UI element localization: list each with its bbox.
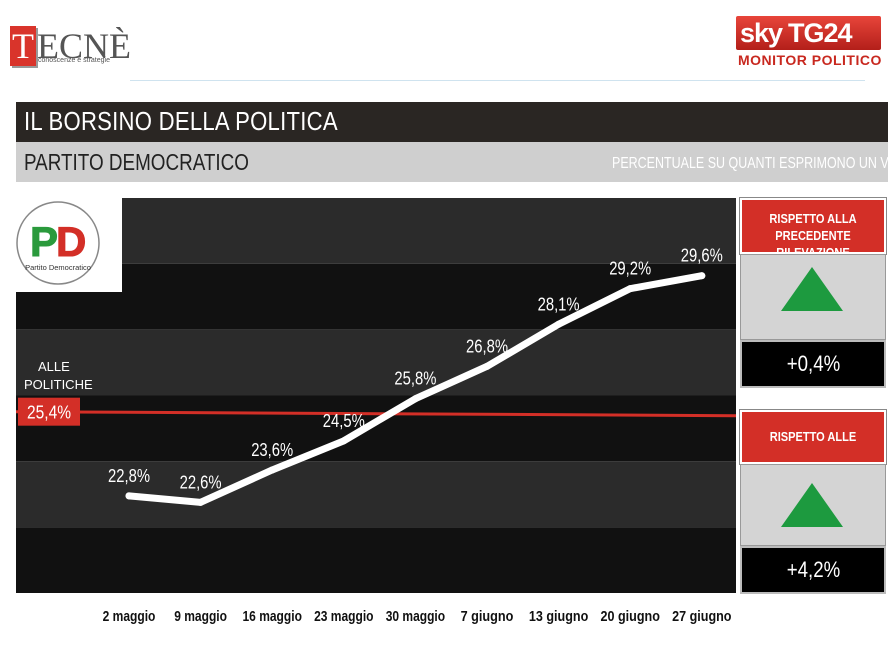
x-tick-label: 30 maggio xyxy=(386,608,445,625)
data-label: 26,8% xyxy=(466,336,508,356)
data-point xyxy=(197,498,205,506)
reference-label: POLITICHE xyxy=(24,377,93,392)
data-point xyxy=(411,395,419,403)
pd-logo-caption: Partito Democratico xyxy=(25,263,91,272)
reference-value-label: 25,4% xyxy=(27,403,71,423)
pd-logo-circle xyxy=(16,201,100,285)
party-title: PARTITO DEMOCRATICO xyxy=(24,149,249,175)
pd-party-logo: P D Partito Democratico xyxy=(16,198,122,292)
x-tick-label: 7 giugno xyxy=(461,608,514,625)
sky-logo-box xyxy=(736,16,881,50)
chart-bands xyxy=(16,198,736,593)
sky-wordmark: sky xyxy=(740,18,783,48)
x-tick-label: 13 giugno xyxy=(529,608,588,625)
x-tick-label: 23 maggio xyxy=(314,608,373,625)
header-divider xyxy=(130,80,865,81)
subtitle-bar xyxy=(16,142,888,182)
chart-band xyxy=(16,395,736,462)
pd-logo-graphic: P D Partito Democratico xyxy=(16,201,100,285)
data-label: 23,6% xyxy=(251,440,293,460)
pd-logo-letter-d: D xyxy=(56,218,86,265)
data-label: 24,5% xyxy=(323,411,365,431)
panel-elections-title: RISPETTO ALLE POLITICHE xyxy=(739,409,887,494)
reference-value-box xyxy=(18,397,80,426)
trend-up-icon xyxy=(781,267,843,311)
tecne-logo: TECNÈ conoscenze e strategie xyxy=(10,26,131,70)
chart-band xyxy=(16,329,736,396)
data-point xyxy=(340,437,348,445)
series-group: 22,8% 22,6% 23,6% 24,5% 25,8% 26,8% 28,1% 29,2%… xyxy=(108,246,723,506)
reference-label: ALLE xyxy=(38,359,70,374)
data-label: 22,6% xyxy=(180,472,222,492)
data-point xyxy=(626,285,634,293)
title-bar xyxy=(16,102,888,142)
unit-note: PERCENTUALE SU QUANTI ESPRIMONO UN VOTO xyxy=(612,155,895,172)
data-point xyxy=(555,320,563,328)
sky-tg24-logo: sky TG24 MONITOR POLITICO xyxy=(736,16,882,72)
panel-previous-title: RISPETTO ALLA PRECEDENTE RILEVAZIONE xyxy=(739,197,887,260)
data-label: 28,1% xyxy=(538,294,580,314)
data-point xyxy=(483,362,491,370)
reference-line xyxy=(16,410,736,418)
x-tick-label: 2 maggio xyxy=(103,608,156,625)
tecne-initial: T xyxy=(10,26,36,66)
data-label: 25,8% xyxy=(394,369,436,389)
x-tick-label: 20 giugno xyxy=(601,608,660,625)
chart-band xyxy=(16,527,736,593)
tecne-rest: ECNÈ xyxy=(37,26,131,66)
x-tick-label: 16 maggio xyxy=(243,608,302,625)
data-label: 22,8% xyxy=(108,466,150,486)
data-point xyxy=(268,466,276,474)
politico-label: POLITICO xyxy=(811,52,882,68)
data-label: 29,6% xyxy=(681,246,723,266)
x-tick-label: 9 maggio xyxy=(174,608,227,625)
page-title: IL BORSINO DELLA POLITICA xyxy=(24,106,338,136)
data-label: 29,2% xyxy=(609,259,651,279)
pd-logo-letter-p: P xyxy=(30,218,58,265)
panel-previous-value: +0,4% xyxy=(740,340,886,388)
reference-line-group: 25,4% ALLE POLITICHE xyxy=(16,359,736,426)
monitor-politico-label: MONITOR POLITICO xyxy=(738,52,882,68)
data-point xyxy=(125,492,133,500)
panel-elections-value: +4,2% xyxy=(740,546,886,594)
x-tick-label: 27 giugno xyxy=(672,608,731,625)
tecne-tagline: conoscenze e strategie xyxy=(38,57,110,64)
x-axis-labels: 2 maggio 9 maggio 16 maggio 23 maggio 30 mag… xyxy=(103,608,732,625)
data-point xyxy=(698,272,706,280)
tecne-wordmark: TECNÈ xyxy=(10,26,131,66)
tg24-wordmark: TG24 xyxy=(788,18,853,48)
trend-up-icon xyxy=(781,483,843,527)
monitor-label: MONITOR xyxy=(738,52,808,68)
chart-band xyxy=(16,198,736,264)
